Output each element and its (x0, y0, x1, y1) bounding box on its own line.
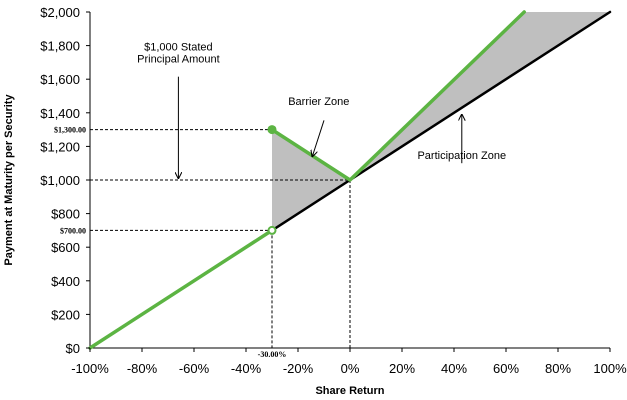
x-tick-label: -80% (127, 361, 158, 376)
x-tick-label: 40% (441, 361, 467, 376)
y-tick-label: $1,400 (40, 106, 80, 121)
y-tick-label: $600 (51, 240, 80, 255)
x-tick-label: 20% (389, 361, 415, 376)
series-lines (88, 10, 612, 350)
x-axis-title: Share Return (315, 385, 384, 397)
y-tick-label: $200 (51, 307, 80, 322)
y-tick-label: $1,200 (40, 139, 80, 154)
annotation-participation-zone: Participation Zone (417, 114, 506, 164)
reference-label: -30.00% (258, 350, 287, 359)
annotation-text: $1,000 Stated (144, 42, 213, 54)
series-markers (267, 125, 277, 235)
x-tick-label: 0% (341, 361, 360, 376)
y-tick-label: $2,000 (40, 5, 80, 20)
x-tick-label: 100% (593, 361, 627, 376)
x-tick-label: -40% (231, 361, 262, 376)
y-tick-label: $1,600 (40, 72, 80, 87)
tick-labels: $1,300.00 $700.00 -30.00% $0 $200 $400 $600 $80… (40, 5, 627, 376)
y-tick-label: $800 (51, 207, 80, 222)
series-line-3 (270, 10, 526, 182)
annotation-text: Barrier Zone (288, 96, 349, 108)
hollow-marker (267, 225, 277, 235)
series-line-1 (270, 10, 612, 232)
x-tick-label: -20% (283, 361, 314, 376)
series-line-2 (88, 228, 274, 350)
y-tick-label: $1,000 (40, 173, 80, 188)
annotation-arrow (312, 120, 325, 156)
y-axis-title: Payment at Maturity per Security (3, 94, 15, 266)
reference-lines (90, 129, 351, 348)
reference-label: $1,300.00 (54, 126, 86, 135)
x-tick-label: -60% (179, 361, 210, 376)
reference-label: $700.00 (60, 226, 86, 235)
annotation-text: Principal Amount (137, 54, 220, 66)
x-tick-label: 80% (545, 361, 571, 376)
filled-marker (267, 125, 277, 135)
x-tick-label: -100% (71, 361, 109, 376)
y-tick-label: $0 (66, 341, 80, 356)
x-tick-label: 60% (493, 361, 519, 376)
annotation-barrier-zone: Barrier Zone (288, 96, 349, 157)
y-tick-label: $400 (51, 274, 80, 289)
y-tick-label: $1,800 (40, 39, 80, 54)
